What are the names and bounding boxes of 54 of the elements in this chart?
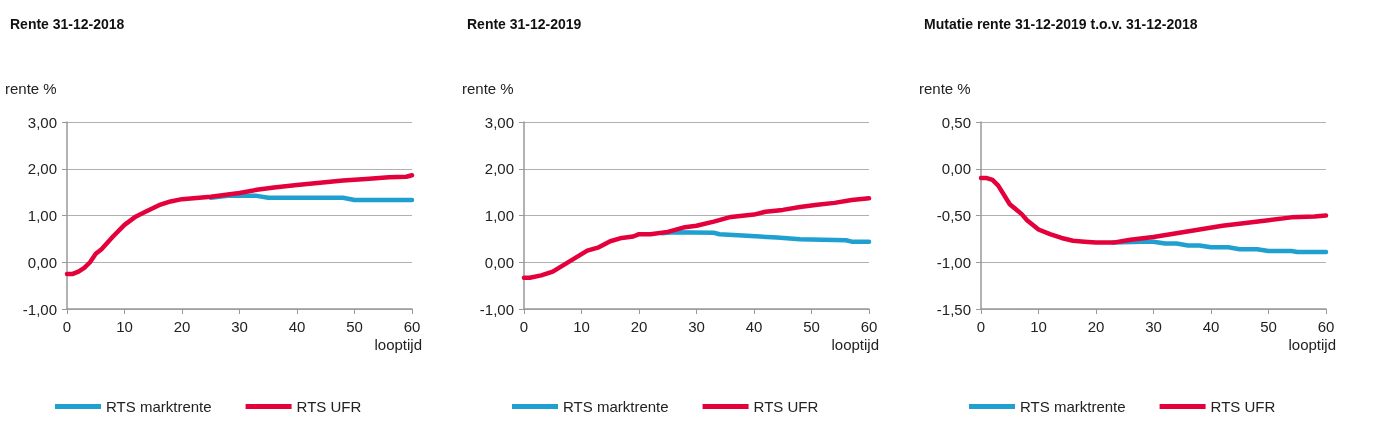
line-series xyxy=(521,195,872,280)
x-tick-label: 50 xyxy=(346,318,363,335)
y-tick-label: 0,00 xyxy=(27,253,57,271)
x-tick-label: 0 xyxy=(62,318,72,335)
y-axis-title: rente % xyxy=(919,80,971,97)
y-tick-label: 0,00 xyxy=(941,160,971,178)
x-tick-label: 60 xyxy=(403,318,421,335)
legend-label: RTS UFR xyxy=(753,398,819,415)
x-tick-label: 10 xyxy=(116,318,133,335)
x-axis-title: looptijd xyxy=(831,336,879,353)
y-tick-label: 2,00 xyxy=(27,160,57,178)
y-tick-label: 1,00 xyxy=(27,207,57,224)
x-axis-title: looptijd xyxy=(374,336,422,353)
x-tick-label: 20 xyxy=(1087,318,1105,335)
chart-title: Mutatie rente 31-12-2019 t.o.v. 31-12-2018 xyxy=(924,16,1198,32)
y-tick-label: 2,00 xyxy=(484,160,514,178)
chart-title: Rente 31-12-2019 xyxy=(467,16,582,32)
y-tick-label: 3,00 xyxy=(27,113,57,131)
y-tick-label: 3,00 xyxy=(484,113,514,131)
x-tick-label: 40 xyxy=(288,318,306,335)
x-tick-label: 60 xyxy=(860,318,878,335)
y-tick-label: 1,00 xyxy=(484,207,514,224)
x-tick-label: 60 xyxy=(1317,318,1335,335)
x-tick-label: 30 xyxy=(231,318,248,335)
x-tick-label: 0 xyxy=(976,318,986,335)
line-series xyxy=(978,175,1329,245)
legend-label: RTS UFR xyxy=(296,398,362,415)
x-tick-label: 50 xyxy=(1260,318,1277,335)
y-tick-label: -1,00 xyxy=(22,300,57,318)
chart-title: Rente 31-12-2018 xyxy=(10,16,125,32)
y-tick-label: -1,00 xyxy=(479,300,514,318)
x-tick-label: 10 xyxy=(1030,318,1047,335)
legend-label: RTS marktrente xyxy=(563,398,669,415)
x-tick-label: 20 xyxy=(173,318,191,335)
y-tick-label: 0,50 xyxy=(941,113,971,131)
legend-label: RTS marktrente xyxy=(106,398,212,415)
legend-label: RTS UFR xyxy=(1210,398,1276,415)
x-tick-label: 40 xyxy=(745,318,763,335)
x-tick-label: 40 xyxy=(1202,318,1220,335)
x-tick-label: 30 xyxy=(1145,318,1162,335)
y-axis-title: rente % xyxy=(462,80,514,97)
line-series xyxy=(64,173,415,277)
x-axis-title: looptijd xyxy=(1288,336,1336,353)
x-tick-label: 0 xyxy=(519,318,529,335)
x-tick-label: 10 xyxy=(573,318,590,335)
legend-label: RTS marktrente xyxy=(1020,398,1126,415)
y-tick-label: 0,00 xyxy=(484,253,514,271)
y-tick-label: -1,00 xyxy=(936,253,971,271)
x-tick-label: 30 xyxy=(688,318,705,335)
x-tick-label: 50 xyxy=(803,318,820,335)
y-tick-label: -0,50 xyxy=(936,207,971,224)
x-tick-label: 20 xyxy=(630,318,648,335)
y-tick-label: -1,50 xyxy=(936,300,971,318)
y-axis-title: rente % xyxy=(5,80,57,97)
